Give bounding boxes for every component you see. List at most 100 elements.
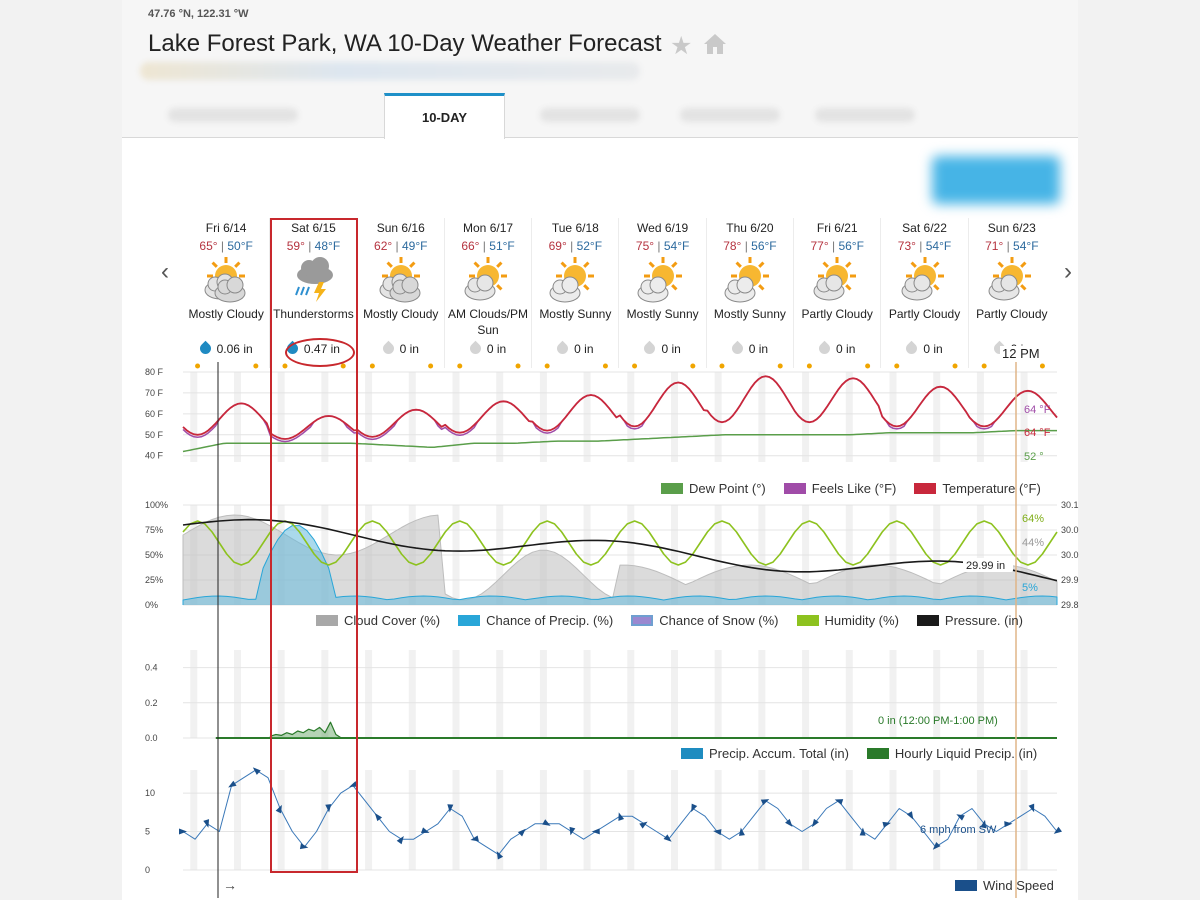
legend-item[interactable]: Dew Point (°) <box>661 481 766 496</box>
y-tick-label: 100% <box>145 500 168 510</box>
precip-amount: 0 in <box>399 342 419 356</box>
temperature-readout: 64 °F <box>1024 427 1051 439</box>
wind-direction-arrow <box>396 835 404 845</box>
wind-direction-arrow <box>618 812 625 821</box>
legend-label: Temperature (°F) <box>942 481 1041 496</box>
day-condition: Mostly Sunny <box>713 307 786 321</box>
night-shade-band <box>845 770 853 870</box>
legend-item[interactable]: Precip. Accum. Total (in) <box>681 746 849 761</box>
night-shade-band <box>321 650 329 738</box>
legend-item[interactable]: Feels Like (°F) <box>783 481 896 496</box>
previous-arrow-icon[interactable]: ‹ <box>161 258 169 285</box>
y-tick-label: 0.4 <box>145 663 158 673</box>
tab-blurred-1[interactable] <box>168 108 298 122</box>
wind-direction-arrow <box>517 828 526 837</box>
day-column[interactable]: Tue 6/18 69° | 52°F Mostly Sunny 0 in <box>531 218 618 368</box>
wind-direction-arrow <box>956 814 965 821</box>
day-condition: Partly Cloudy <box>801 307 873 321</box>
wind-direction-arrow <box>811 818 819 828</box>
night-shade-band <box>627 770 635 870</box>
legend-item[interactable]: Cloud Cover (%) <box>316 613 440 628</box>
day-column[interactable]: Fri 6/21 77° | 56°F Partly Cloudy 0 in <box>793 218 880 368</box>
home-icon[interactable] <box>703 33 727 55</box>
legend-item[interactable]: Hourly Liquid Precip. (in) <box>866 746 1038 761</box>
night-shade-band <box>277 770 285 870</box>
high-temp: 59° <box>286 239 305 253</box>
right-tick-label: 30.0 <box>1061 550 1079 560</box>
low-temp: 56°F <box>751 239 777 253</box>
night-shade-band <box>976 770 984 870</box>
day-column[interactable]: Sat 6/22 73° | 54°F Partly Cloudy 0 in <box>880 218 967 368</box>
wind-direction-arrow <box>420 827 430 833</box>
dew-point-readout: 52 ° <box>1024 451 1044 463</box>
favorite-star-icon[interactable]: ★ <box>670 32 693 60</box>
night-shade-band <box>408 770 416 870</box>
mostly-sunny-icon <box>532 255 618 305</box>
legend-label: Pressure. (in) <box>944 613 1023 628</box>
night-shade-band <box>190 650 198 738</box>
sunrise-marker <box>195 363 201 369</box>
sunrise-marker <box>369 363 375 369</box>
night-shade-band <box>627 372 635 462</box>
tab-blurred-2[interactable] <box>540 108 640 122</box>
y-tick-label: 10 <box>145 788 155 798</box>
day-column[interactable]: Thu 6/20 78° | 56°F Mostly Sunny 0 in <box>705 218 793 368</box>
precip-amount: 0 in <box>486 342 507 356</box>
night-shade-band <box>233 372 241 462</box>
mostly-cloudy-icon <box>358 255 444 305</box>
day-column[interactable]: Sat 6/15 59° | 48°F Thunderstorms 0.47 in <box>269 218 356 368</box>
precip-amount: 0.06 in <box>216 342 253 356</box>
legend-item[interactable]: Chance of Snow (%) <box>631 613 779 628</box>
day-column[interactable]: Fri 6/14 65° | 50°F Mostly Cloudy 0.06 in <box>183 218 269 368</box>
tab-blurred-4[interactable] <box>815 108 915 122</box>
right-tick-label: 29.9 <box>1061 575 1079 585</box>
low-temp: 48°F <box>314 239 341 253</box>
y-tick-label: 70 F <box>145 388 164 398</box>
low-temp: 54°F <box>663 239 690 253</box>
legend-item[interactable]: Chance of Precip. (%) <box>458 613 613 628</box>
low-temp: 49°F <box>401 239 428 253</box>
legend-item[interactable]: Temperature (°F) <box>914 481 1041 496</box>
legend-item[interactable]: Pressure. (in) <box>916 613 1023 628</box>
wind-direction-arrow <box>299 843 309 850</box>
legend-label: Hourly Liquid Precip. (in) <box>894 746 1038 761</box>
night-shade-band <box>933 650 941 738</box>
night-shade-band <box>889 650 897 738</box>
precip-amount: 0 in <box>574 342 594 356</box>
y-tick-label: 50 F <box>145 430 164 440</box>
wind-direction-arrow <box>639 821 648 829</box>
high-temp: 66° <box>461 239 480 253</box>
blurred-promo-button[interactable] <box>932 156 1060 204</box>
tab-blurred-3[interactable] <box>680 108 780 122</box>
legend-item[interactable]: Wind Speed <box>955 878 1054 893</box>
wind-direction-arrow <box>738 827 745 836</box>
night-shade-band <box>365 372 373 462</box>
legend-item[interactable]: Humidity (%) <box>796 613 899 628</box>
low-temp: 50°F <box>227 239 253 253</box>
y-tick-label: 80 F <box>145 367 164 377</box>
next-arrow-icon[interactable]: › <box>1064 258 1072 285</box>
night-shade-band <box>889 770 897 870</box>
sunset-marker <box>428 363 434 369</box>
cloud-cover-readout: 44% <box>1022 537 1044 549</box>
wind-direction-arrow <box>275 804 282 814</box>
tab-10-day[interactable]: 10-DAY <box>384 93 505 139</box>
wind-direction-arrow <box>591 828 600 835</box>
day-column[interactable]: Mon 6/17 66° | 51°F AM Clouds/PM Sun 0 in <box>443 218 531 368</box>
night-shade-band <box>976 372 984 462</box>
sunrise-marker <box>457 363 463 369</box>
sunrise-marker <box>894 363 900 369</box>
current-time-arrow: → <box>223 877 237 893</box>
sunrise-marker <box>632 363 638 369</box>
day-column[interactable]: Sun 6/16 62° | 49°F Mostly Cloudy 0 in <box>356 218 444 368</box>
sunset-marker <box>253 363 259 369</box>
high-temp: 69° <box>548 239 567 253</box>
night-shade-band <box>802 650 810 738</box>
sunset-marker <box>777 363 783 369</box>
humidity-line <box>182 520 1058 566</box>
day-precip: 0 in <box>794 340 880 357</box>
high-temp: 65° <box>199 239 218 253</box>
day-column[interactable]: Wed 6/19 75° | 54°F Mostly Sunny 0 in <box>618 218 705 368</box>
